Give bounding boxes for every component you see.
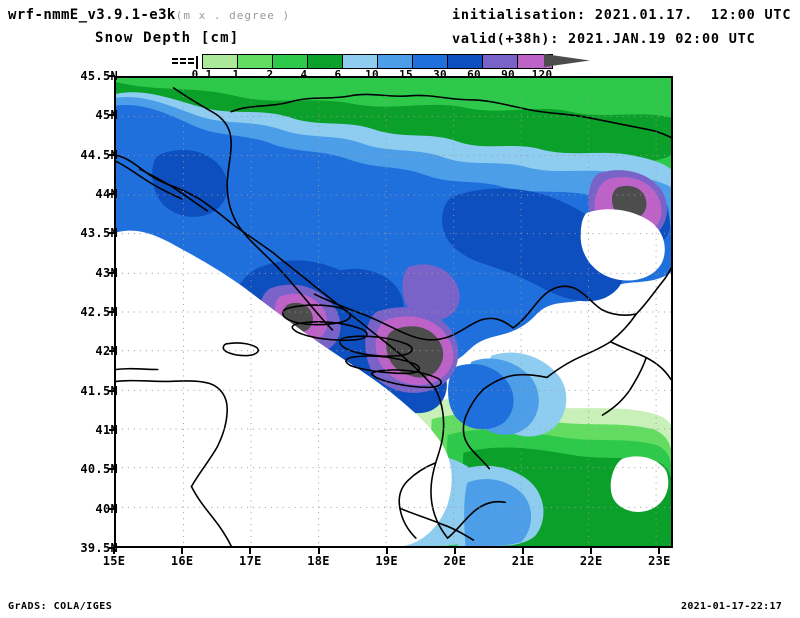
colorbar-swatch [413,55,448,68]
x-axis-tick-label: 20E [443,554,467,568]
colorbar-swatch [483,55,518,68]
coastline-borders [116,87,671,546]
x-axis-tick-label: 15E [102,554,126,568]
y-axis-tick-label: 41.5N [80,383,118,398]
y-axis-tick-label: 42N [95,344,118,359]
y-axis-tick [109,153,115,156]
y-axis-tick [109,507,115,510]
x-axis-tick [385,548,388,554]
model-title-text: wrf-nmmE_v3.9.1-e3k [8,7,176,23]
colorbar-tick: 6 [334,68,342,81]
colorbar-swatch [378,55,413,68]
x-axis-tick [522,548,525,554]
colorbar-zero-dashes [168,55,198,69]
x-axis-tick [317,548,320,554]
x-axis-tick [453,548,456,554]
colorbar-swatch [203,55,238,68]
colorbar-swatch [518,55,552,68]
x-axis-tick-label: 16E [170,554,194,568]
colorbar-swatch [448,55,483,68]
x-axis-tick-label: 22E [579,554,603,568]
x-axis-tick [113,548,115,554]
y-axis-tick-label: 41N [95,423,118,437]
model-units-note: (m x . degree ) [175,9,291,22]
y-axis-tick [109,468,115,471]
map-gridlines [116,78,671,546]
colorbar-swatches [202,54,553,69]
colorbar-tick: 1 [232,68,240,81]
x-axis-tick-label: 21E [511,554,535,568]
footer-credit: GrADS: COLA/IGES [8,601,113,612]
y-axis-tick [109,350,115,353]
y-axis-tick [109,193,115,195]
y-axis-tick [109,389,115,392]
y-axis-tick-label: 40N [95,501,118,516]
y-axis-tick [109,311,115,313]
x-axis-tick-label: 23E [648,554,671,568]
y-axis-tick-label: 42.5N [80,305,118,319]
y-axis-tick-label: 43.5N [80,226,118,241]
y-axis-tick-label: 45N [95,108,118,123]
colorbar-tick: 4 [300,68,308,81]
x-axis-tick-label: 19E [375,554,398,568]
y-axis-tick [109,75,115,77]
y-axis-tick-label: 44.5N [80,147,118,162]
x-axis-tick-label: 18E [307,554,330,568]
x-axis-tick [249,548,252,554]
colorbar-swatch [308,55,343,68]
initialisation-time: initialisation: 2021.01.17. 12:00 UTC [452,7,792,23]
y-axis-tick-label: 40.5N [80,462,118,477]
y-axis-tick [109,429,115,431]
footer-timestamp: 2021-01-17-22:17 [681,601,783,612]
clear-regions [116,209,669,546]
model-title: wrf-nmmE_v3.9.1-e3k(m x . degree ) [8,7,290,23]
y-axis-tick-label: 44N [95,187,118,201]
y-axis-tick [109,271,115,274]
snow-depth-map [116,78,671,546]
y-axis-tick [109,232,115,235]
colorbar-overflow-arrow [544,54,590,67]
map-plot-area[interactable] [114,76,673,548]
colorbar-swatch [273,55,308,68]
colorbar-swatch [343,55,378,68]
colorbar-tick: 2 [266,68,274,81]
y-axis-tick [109,114,115,117]
x-axis-tick [181,548,184,554]
y-axis-tick-label: 43N [95,265,118,280]
field-title: Snow Depth [cm] [95,30,240,46]
valid-time: valid(+38h): 2021.JAN.19 02:00 UTC [452,31,756,47]
x-axis-tick-label: 17E [239,554,262,568]
y-axis-tick-label: 45.5N [80,69,118,83]
y-axis-tick [109,547,115,549]
x-axis-tick [658,548,661,554]
y-axis-tick-label: 39.5N [80,541,118,555]
colorbar-swatch [238,55,273,68]
x-axis-tick [590,548,593,554]
